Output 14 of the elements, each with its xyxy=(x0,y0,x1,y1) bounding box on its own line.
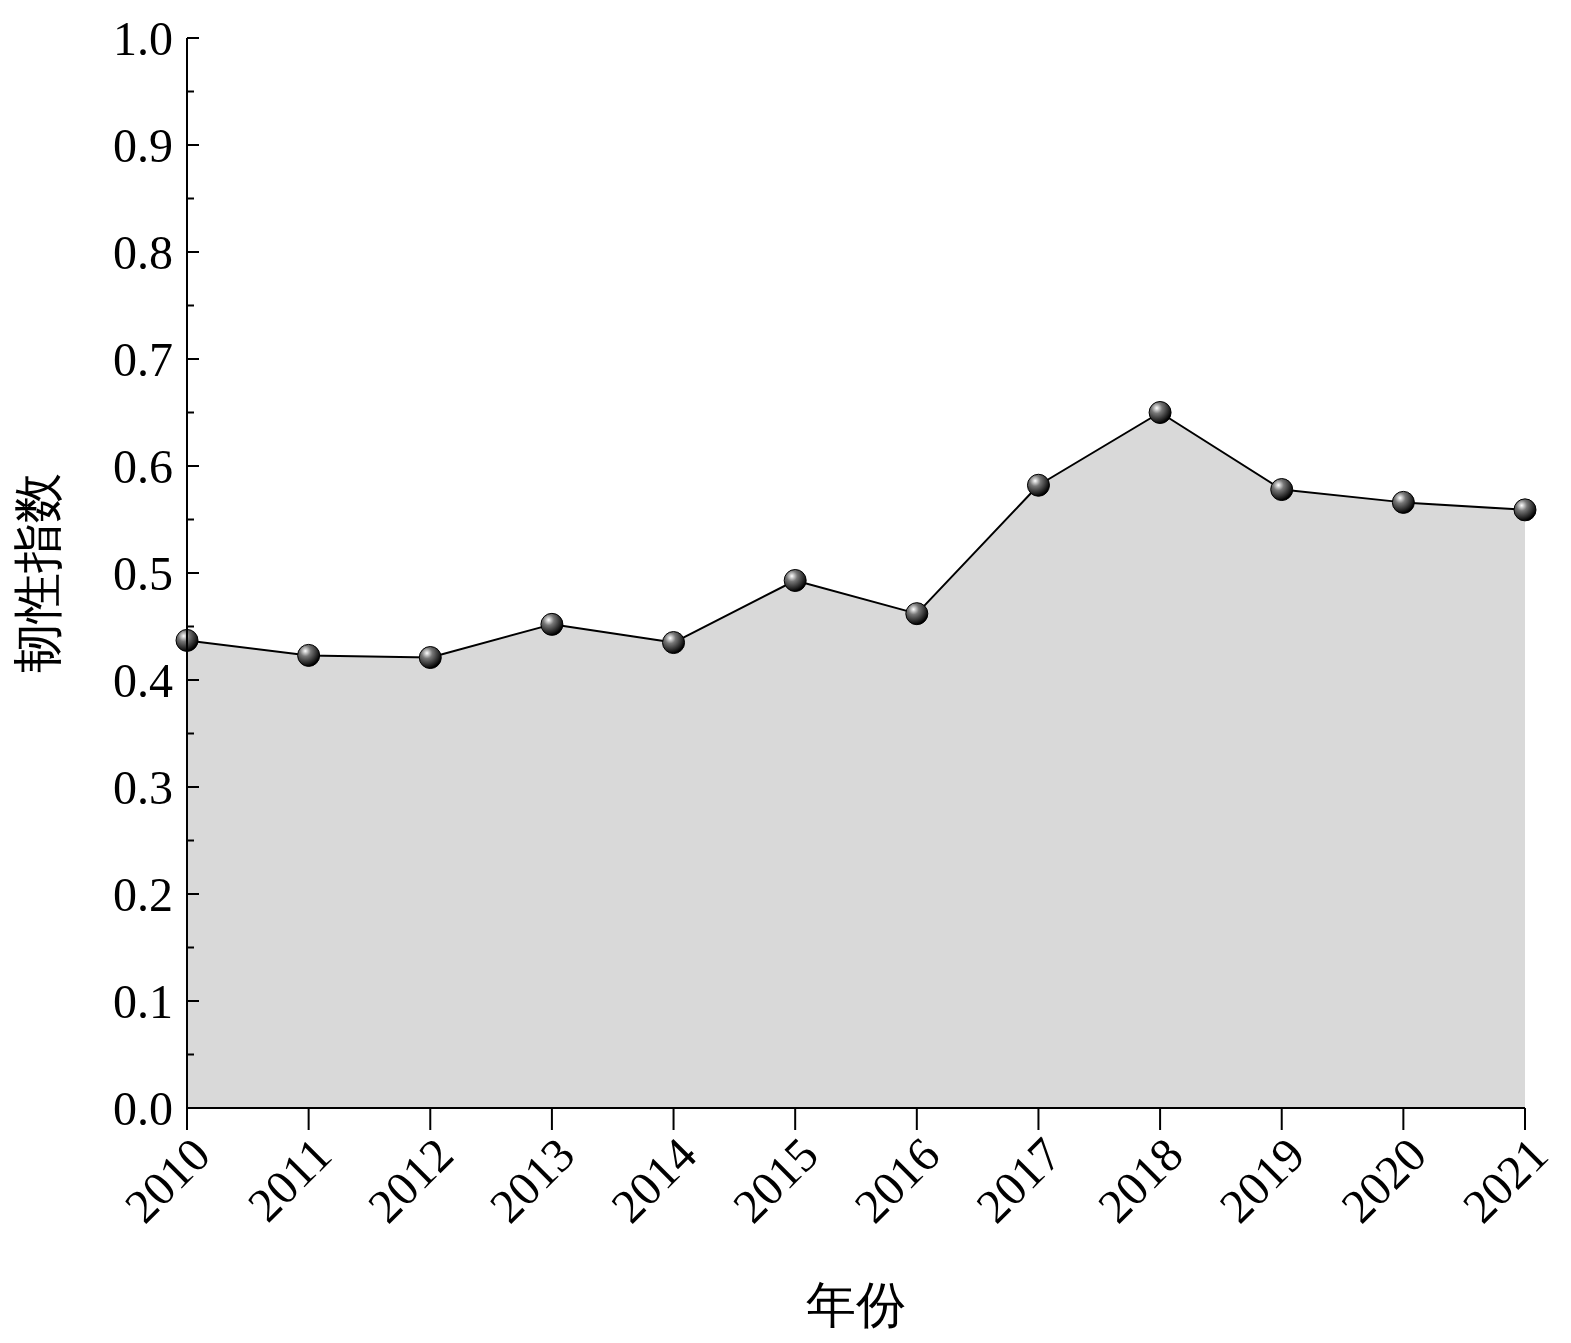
ytick: 0.0 xyxy=(113,1081,173,1135)
ytick: 0.6 xyxy=(113,439,173,493)
xtick: 2011 xyxy=(237,1127,342,1232)
ytick: 0.8 xyxy=(113,225,173,279)
ytick: 1.0 xyxy=(113,11,173,65)
ylabel: 韧性指数 xyxy=(10,473,66,673)
ytick: 0.3 xyxy=(113,760,173,814)
xlabel: 年份 xyxy=(806,1277,906,1333)
ytick: 0.5 xyxy=(113,546,173,600)
ytick: 0.2 xyxy=(113,867,173,921)
ytick: 0.9 xyxy=(113,118,173,172)
ytick: 0.1 xyxy=(113,974,173,1028)
ytick: 0.4 xyxy=(113,653,173,707)
ytick: 0.7 xyxy=(113,332,173,386)
